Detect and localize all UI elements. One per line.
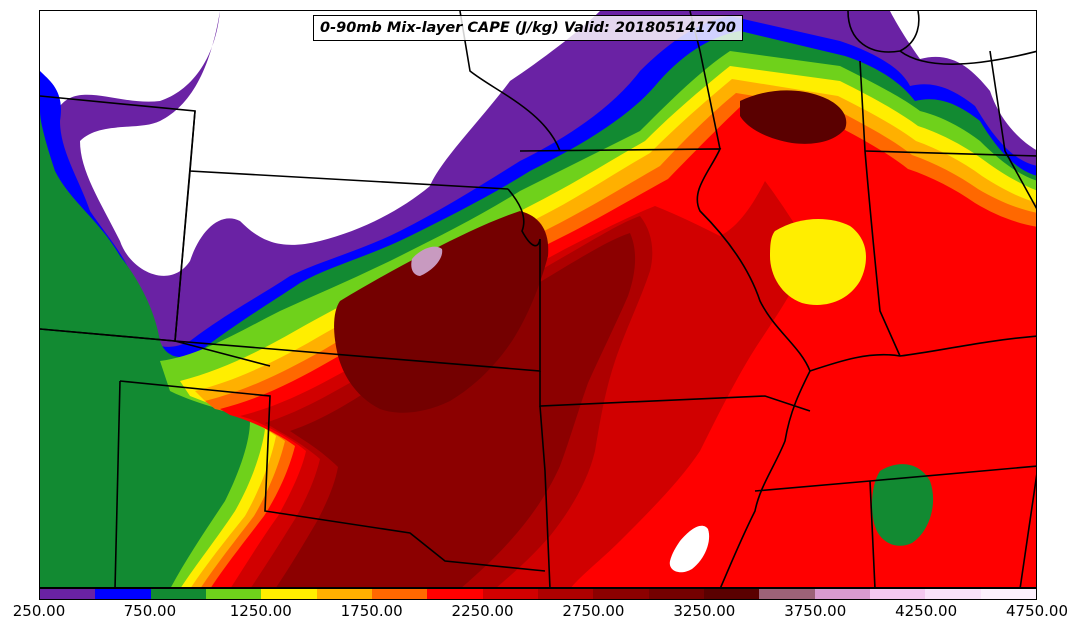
colorbar-tick-label: 3250.00 (673, 602, 736, 620)
colorbar-swatch (593, 589, 649, 599)
colorbar-swatch (814, 589, 870, 599)
colorbar-swatch (261, 589, 317, 599)
colorbar-swatch (980, 589, 1036, 599)
cape-band-3250-ne (740, 90, 847, 144)
colorbar-swatch (925, 589, 981, 599)
colorbar-tick-label: 2750.00 (562, 602, 625, 620)
cape-band-2750 (276, 233, 636, 587)
colorbar-swatch (759, 589, 815, 599)
colorbar-tick-label: 1250.00 (229, 602, 292, 620)
colorbar-swatch (482, 589, 538, 599)
colorbar-swatch (537, 589, 594, 599)
colorbar-swatch (150, 589, 206, 599)
colorbar-swatch (316, 589, 372, 599)
state-boundaries (40, 11, 1036, 587)
cape-band-3750-spot (411, 246, 443, 276)
colorbar-tick-label: 3750.00 (784, 602, 847, 620)
cape-map (40, 11, 1036, 587)
cape-band-1250-il (770, 219, 866, 305)
colorbar-swatch (371, 589, 428, 599)
colorbar-tick-label: 4750.00 (1005, 602, 1069, 620)
colorbar-swatch (703, 589, 760, 599)
colorbar-tick-label: 750.00 (123, 602, 177, 620)
cape-band-3000 (334, 211, 549, 413)
colorbar-tick-label: 1750.00 (340, 602, 403, 620)
colorbar-swatch (648, 589, 704, 599)
colorbar-swatch (40, 589, 96, 599)
colorbar-tick-labels: 250.00 750.00 1250.00 1750.00 2250.00 2750.00… (0, 600, 1081, 628)
colorbar-tick-label: 2250.00 (451, 602, 514, 620)
colorbar-swatch (205, 589, 262, 599)
colorbar-swatch (869, 589, 926, 599)
colorbar (39, 588, 1037, 600)
map-panel (39, 10, 1037, 588)
colorbar-swatch (95, 589, 151, 599)
map-title: 0-90mb Mix-layer CAPE (J/kg) Valid: 2018… (313, 15, 743, 41)
colorbar-swatch (427, 589, 483, 599)
colorbar-tick-label: 250.00 (12, 602, 66, 620)
no-data-hole-se (669, 525, 710, 573)
colorbar-tick-label: 4250.00 (895, 602, 958, 620)
cape-band-750-se (872, 464, 934, 546)
